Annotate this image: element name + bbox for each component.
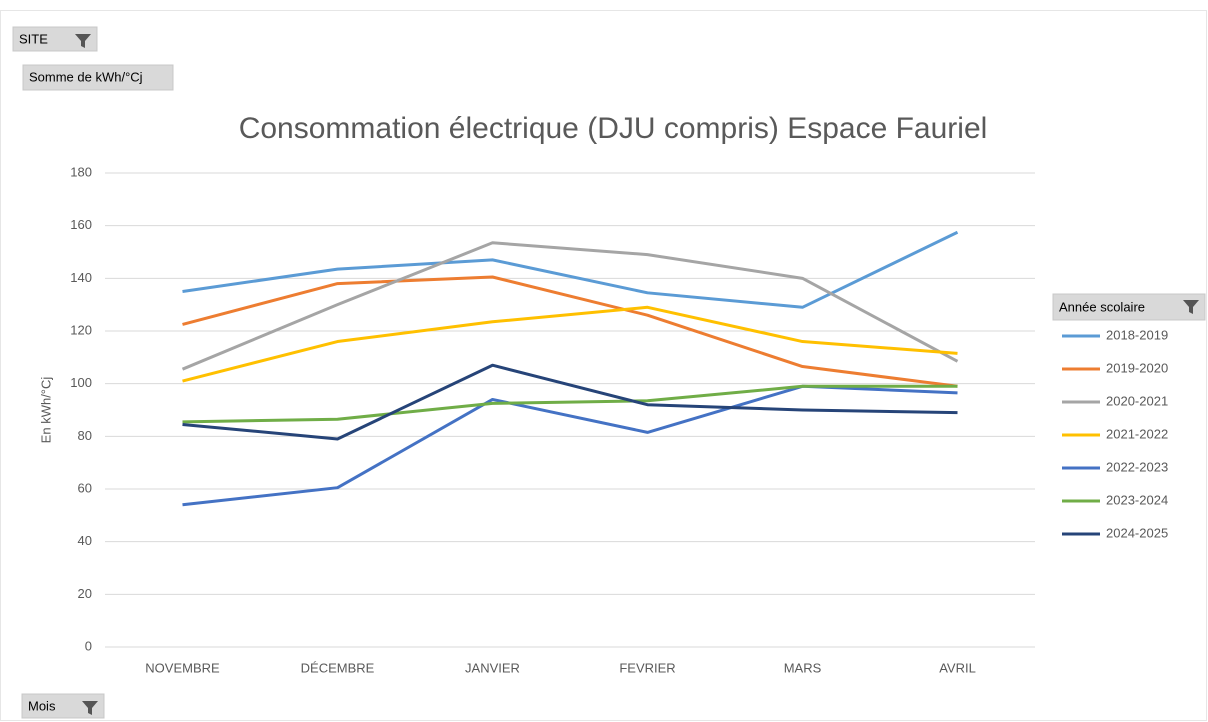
legend-label: 2022-2023 — [1106, 459, 1168, 474]
line-series — [182, 384, 958, 424]
legend-label: 2020-2021 — [1106, 393, 1168, 408]
line-series — [182, 230, 959, 309]
y-tick-label: 60 — [78, 480, 92, 495]
legend-label: 2023-2024 — [1106, 492, 1168, 507]
button-bg — [22, 64, 174, 91]
y-tick-label: 0 — [85, 638, 92, 653]
button-label: Somme de kWh/°Cj — [29, 69, 143, 84]
y-tick-label: 160 — [70, 217, 92, 232]
filter-icon — [82, 701, 98, 715]
site-filter-button[interactable]: SITE — [12, 26, 98, 52]
legend-label: 2021-2022 — [1106, 426, 1168, 441]
chart-area — [0, 10, 1207, 721]
y-axis-label: En kWh/°Cj — [38, 377, 53, 444]
legend-field-button[interactable]: Année scolaire — [1052, 293, 1206, 321]
button-label: SITE — [19, 31, 48, 46]
x-tick-label: DÉCEMBRE — [301, 660, 375, 675]
value-field-button[interactable]: Somme de kWh/°Cj — [22, 64, 174, 91]
filter-icon — [75, 34, 91, 48]
button-bg — [1052, 293, 1206, 321]
legend-label: 2019-2020 — [1106, 360, 1168, 375]
x-tick-label: AVRIL — [939, 660, 976, 675]
x-tick-label: MARS — [784, 660, 822, 675]
chart-title: Consommation électrique (DJU compris) Es… — [239, 112, 988, 145]
y-tick-label: 20 — [78, 586, 92, 601]
y-tick-label: 180 — [70, 164, 92, 179]
y-tick-label: 140 — [70, 270, 92, 285]
y-tick-label: 100 — [70, 375, 92, 390]
x-tick-label: JANVIER — [465, 660, 520, 675]
legend-title: Année scolaire — [1059, 299, 1145, 314]
x-tick-label: FEVRIER — [619, 660, 675, 675]
filter-icon — [1183, 300, 1199, 314]
y-tick-label: 80 — [78, 428, 92, 443]
line-series — [182, 275, 958, 388]
x-tick-label: NOVEMBRE — [145, 660, 220, 675]
y-tick-label: 120 — [70, 322, 92, 337]
y-tick-label: 40 — [78, 533, 92, 548]
line-series — [182, 363, 958, 441]
button-label: Mois — [28, 698, 56, 713]
line-series — [181, 241, 959, 371]
legend-label: 2024-2025 — [1106, 525, 1168, 540]
line-series — [182, 305, 958, 383]
axis-field-button[interactable]: Mois — [21, 693, 105, 719]
legend-label: 2018-2019 — [1106, 327, 1168, 342]
